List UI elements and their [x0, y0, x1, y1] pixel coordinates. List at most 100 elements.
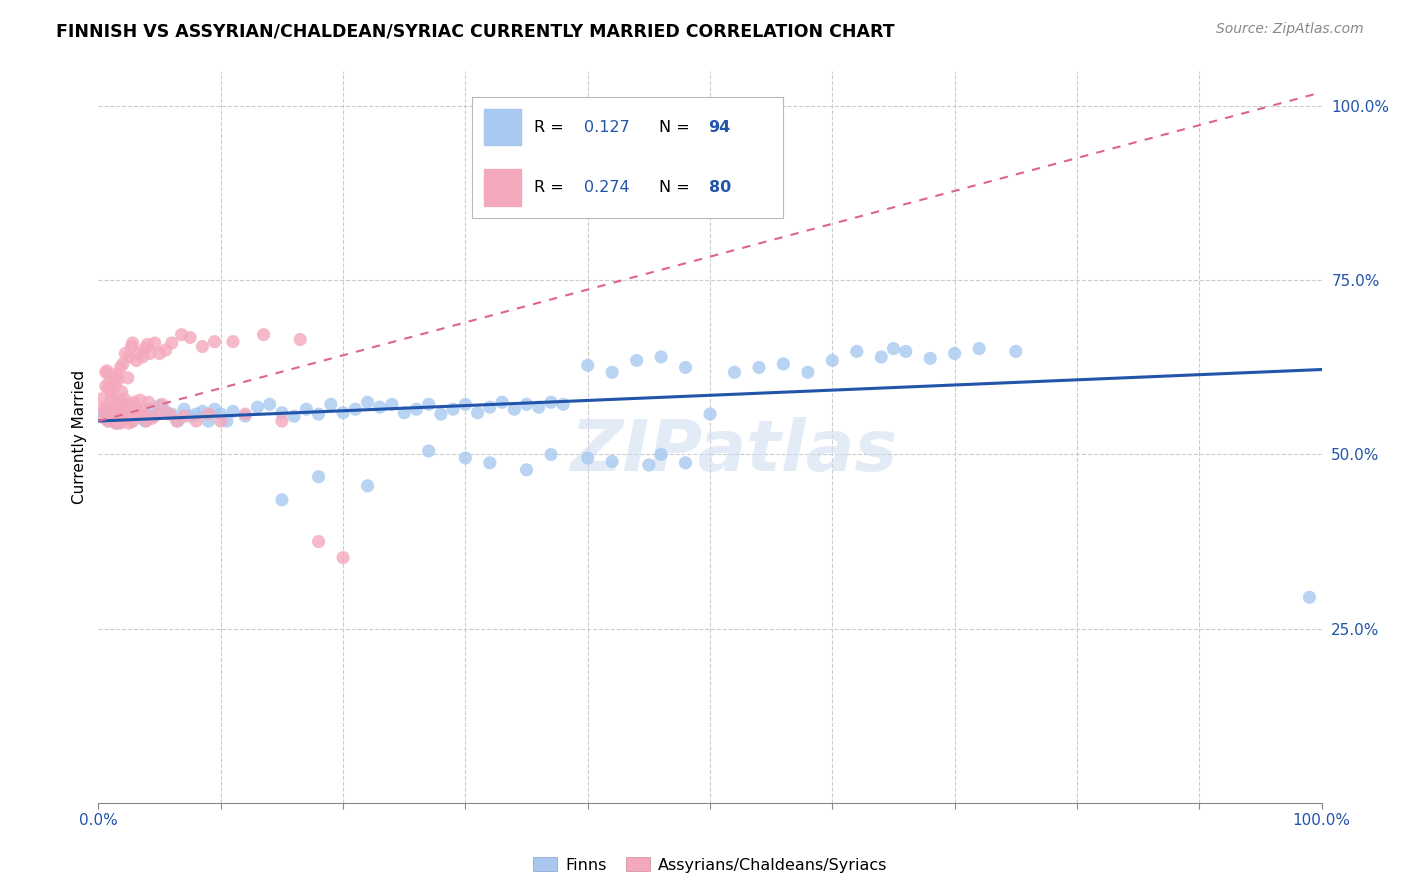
Point — [252, 327, 274, 342]
Point — [115, 402, 138, 417]
Point — [117, 371, 139, 385]
Point — [870, 350, 893, 364]
Point — [94, 379, 117, 393]
Point — [894, 344, 917, 359]
Point — [222, 334, 245, 349]
Point — [576, 359, 599, 373]
Point — [100, 393, 122, 408]
Point — [103, 371, 125, 385]
Point — [527, 400, 550, 414]
Point — [121, 414, 143, 428]
Point — [139, 402, 162, 417]
Point — [845, 344, 868, 359]
Point — [91, 402, 114, 417]
Point — [155, 343, 177, 357]
Point — [146, 407, 169, 421]
Point — [600, 365, 623, 379]
Point — [107, 407, 129, 421]
Point — [129, 407, 152, 421]
Point — [503, 402, 526, 417]
Point — [454, 397, 477, 411]
Point — [600, 454, 623, 468]
Point — [103, 411, 125, 425]
Point — [454, 450, 477, 465]
Point — [515, 397, 537, 411]
Point — [121, 336, 143, 351]
Text: Source: ZipAtlas.com: Source: ZipAtlas.com — [1216, 22, 1364, 37]
Point — [98, 402, 121, 417]
Point — [209, 414, 232, 428]
Point — [191, 339, 214, 353]
Point — [344, 402, 367, 417]
Point — [186, 414, 208, 428]
Point — [128, 346, 150, 360]
Point — [100, 412, 122, 426]
Point — [141, 411, 163, 425]
Point — [675, 360, 697, 375]
Point — [540, 448, 562, 462]
Point — [157, 407, 180, 421]
Point — [233, 407, 256, 421]
Point — [553, 397, 575, 411]
Point — [308, 534, 330, 549]
Text: FINNISH VS ASSYRIAN/CHALDEAN/SYRIAC CURRENTLY MARRIED CORRELATION CHART: FINNISH VS ASSYRIAN/CHALDEAN/SYRIAC CURR… — [56, 22, 894, 40]
Point — [129, 407, 152, 421]
Point — [920, 351, 942, 366]
Point — [105, 368, 128, 382]
Point — [259, 397, 281, 411]
Point — [138, 395, 160, 409]
Point — [97, 414, 120, 428]
Point — [270, 492, 294, 507]
Point — [97, 414, 120, 428]
Point — [821, 353, 844, 368]
Point — [97, 381, 120, 395]
Point — [1298, 591, 1320, 605]
Point — [96, 400, 118, 414]
Point — [94, 365, 117, 379]
Point — [91, 392, 114, 406]
Point — [295, 402, 318, 417]
Point — [173, 402, 195, 417]
Point — [121, 414, 143, 428]
Point — [111, 384, 134, 399]
Point — [111, 357, 134, 371]
Point — [167, 414, 190, 428]
Point — [118, 416, 141, 430]
Point — [515, 463, 537, 477]
Point — [186, 407, 208, 421]
Point — [246, 400, 269, 414]
Point — [290, 333, 312, 347]
Point — [381, 397, 404, 411]
Point — [204, 334, 226, 349]
Point — [943, 346, 966, 360]
Point — [222, 404, 245, 418]
Point — [136, 337, 159, 351]
Point — [127, 404, 149, 418]
Point — [967, 342, 990, 356]
Point — [93, 409, 115, 424]
Point — [626, 353, 648, 368]
Point — [98, 407, 121, 421]
Point — [114, 346, 136, 360]
Point — [332, 550, 354, 565]
Point — [356, 479, 378, 493]
Point — [143, 336, 166, 351]
Point — [101, 386, 124, 401]
Point — [441, 402, 464, 417]
Point — [91, 406, 114, 420]
Point — [576, 450, 599, 465]
Point — [120, 397, 142, 411]
Point — [478, 456, 501, 470]
Point — [134, 414, 156, 428]
Point — [699, 407, 721, 421]
Point — [96, 404, 118, 418]
Point — [478, 400, 501, 414]
Point — [430, 407, 453, 421]
Point — [155, 404, 177, 418]
Point — [139, 346, 162, 360]
Legend: Finns, Assyrians/Chaldeans/Syriacs: Finns, Assyrians/Chaldeans/Syriacs — [527, 851, 893, 879]
Point — [191, 404, 214, 418]
Point — [127, 404, 149, 418]
Point — [94, 407, 117, 421]
Point — [418, 444, 440, 458]
